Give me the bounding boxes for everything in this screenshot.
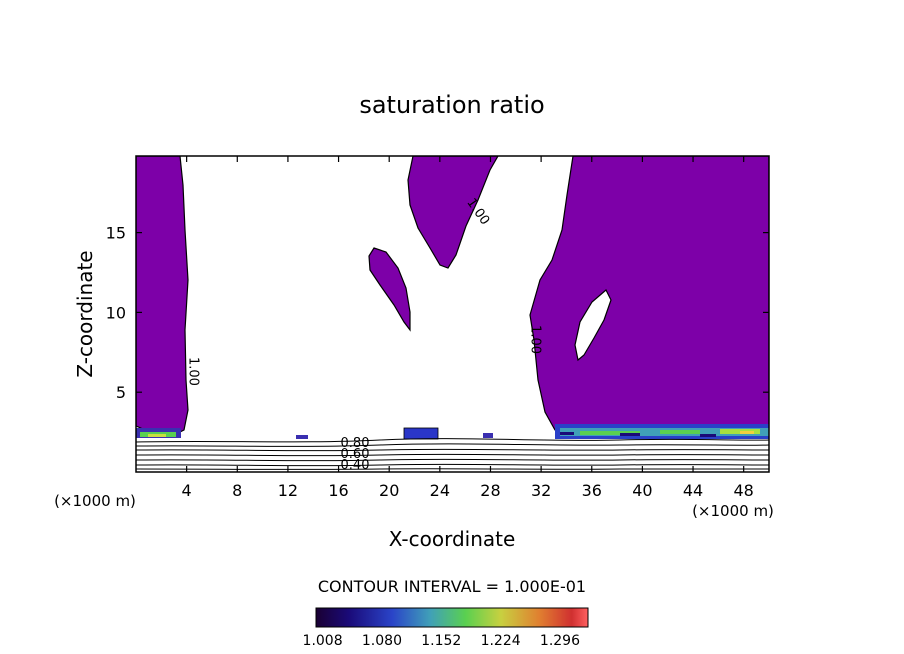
x-tick-label: 16: [328, 481, 348, 500]
y-tick-label: 10: [106, 303, 126, 322]
colorbar-tick-label: 1.008: [303, 633, 343, 649]
chart-title: saturation ratio: [359, 91, 544, 119]
x-tick-label: 40: [632, 481, 652, 500]
x-axis-label: X-coordinate: [389, 527, 516, 551]
y-tick-label: 5: [116, 383, 126, 402]
low-level-patches: [136, 424, 769, 440]
region-upper-center: [407, 156, 499, 269]
x-tick-label: 8: [232, 481, 242, 500]
region-tongue: [368, 247, 411, 332]
contour-label: 0.80: [341, 436, 370, 451]
region-left-column: [136, 156, 189, 437]
x-tick-label: 32: [531, 481, 551, 500]
y-tick-label: 15: [106, 224, 126, 243]
x-axis: 4 8 12 16 20 24 28 32 36 40 44 48: [182, 156, 754, 500]
y-axis-label: Z-coordinate: [73, 250, 97, 377]
plot-frame: [135, 155, 770, 473]
x-tick-label: 36: [582, 481, 602, 500]
x-tick-label: 12: [278, 481, 298, 500]
x-unit-label: (×1000 m): [692, 502, 774, 520]
contour-label: 1.00: [185, 357, 200, 386]
contour-label: 0.60: [341, 447, 370, 462]
x-tick-label: 4: [182, 481, 192, 500]
colorbar-ticks: 1.008 1.080 1.152 1.224 1.296: [303, 633, 581, 649]
plot-area: [136, 156, 769, 472]
contour-interval-label: CONTOUR INTERVAL = 1.000E-01: [318, 577, 586, 596]
colorbar-tick-label: 1.296: [540, 633, 580, 649]
colorbar: 1.008 1.080 1.152 1.224 1.296: [303, 607, 589, 649]
y-axis: 5 10 15: [106, 224, 769, 402]
hole-right-column: [574, 289, 612, 362]
x-tick-label: 48: [734, 481, 754, 500]
boundary-layer-contours: [136, 438, 769, 470]
colorbar-tick-label: 1.080: [362, 633, 402, 649]
z-unit-label: (×1000 m): [54, 492, 136, 510]
x-tick-label: 24: [430, 481, 450, 500]
x-tick-label: 44: [683, 481, 703, 500]
contour-label: 0.40: [341, 458, 370, 473]
colorbar-tick-label: 1.152: [421, 633, 461, 649]
x-tick-label: 28: [480, 481, 500, 500]
colorbar-gradient: [315, 607, 589, 628]
contour-label: 1.00: [527, 325, 542, 354]
x-tick-label: 20: [379, 481, 399, 500]
colorbar-tick-label: 1.224: [481, 633, 521, 649]
